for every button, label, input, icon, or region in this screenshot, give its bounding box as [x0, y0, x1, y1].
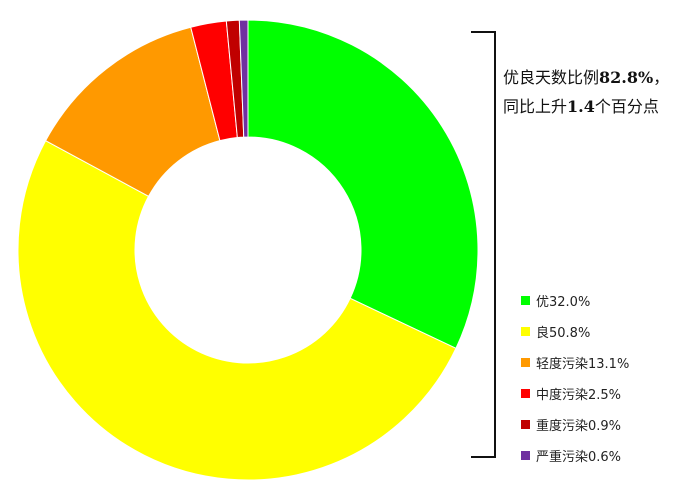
legend-label-moderate-pollution: 中度污染2.5% [536, 388, 622, 403]
yoy-change-value: 1.4 [567, 97, 595, 116]
good-days-ratio-value: 82.8% [599, 68, 654, 87]
legend-swatch-light-pollution [521, 358, 530, 367]
summary-annotation: 优良天数比例82.8%， 同比上升1.4个百分点 [503, 63, 669, 121]
summary-line-1-prefix: 优良天数比例 [503, 68, 600, 87]
legend-item-heavy-pollution: 重度污染0.9% [521, 409, 629, 440]
summary-bracket [471, 31, 496, 458]
summary-line-2-suffix: 个百分点 [594, 97, 659, 116]
legend-swatch-good [521, 327, 530, 336]
legend-swatch-moderate-pollution [521, 389, 530, 398]
donut-slice-1 [17, 140, 457, 481]
legend-label-good: 良50.8% [536, 326, 591, 341]
summary-line-1: 优良天数比例82.8%， [503, 63, 669, 92]
summary-line-1-suffix: ， [653, 68, 670, 87]
summary-line-2: 同比上升1.4个百分点 [503, 92, 669, 121]
legend-item-good: 良50.8% [521, 316, 629, 347]
legend-swatch-severe-pollution [521, 451, 530, 460]
summary-line-2-prefix: 同比上升 [503, 97, 568, 116]
legend-swatch-excellent [521, 296, 530, 305]
legend-item-moderate-pollution: 中度污染2.5% [521, 378, 629, 409]
legend-item-excellent: 优32.0% [521, 285, 629, 316]
legend-swatch-heavy-pollution [521, 420, 530, 429]
legend-item-severe-pollution: 严重污染0.6% [521, 440, 629, 471]
legend-label-excellent: 优32.0% [536, 295, 591, 310]
legend-label-severe-pollution: 严重污染0.6% [536, 450, 622, 465]
chart-legend: 优32.0% 良50.8% 轻度污染13.1% 中度污染2.5% 重度污染0.9… [521, 285, 629, 471]
legend-item-light-pollution: 轻度污染13.1% [521, 347, 629, 378]
legend-label-heavy-pollution: 重度污染0.9% [536, 419, 622, 434]
legend-label-light-pollution: 轻度污染13.1% [536, 357, 630, 372]
donut-slice-0 [247, 19, 479, 350]
donut-slice-5 [238, 19, 249, 138]
